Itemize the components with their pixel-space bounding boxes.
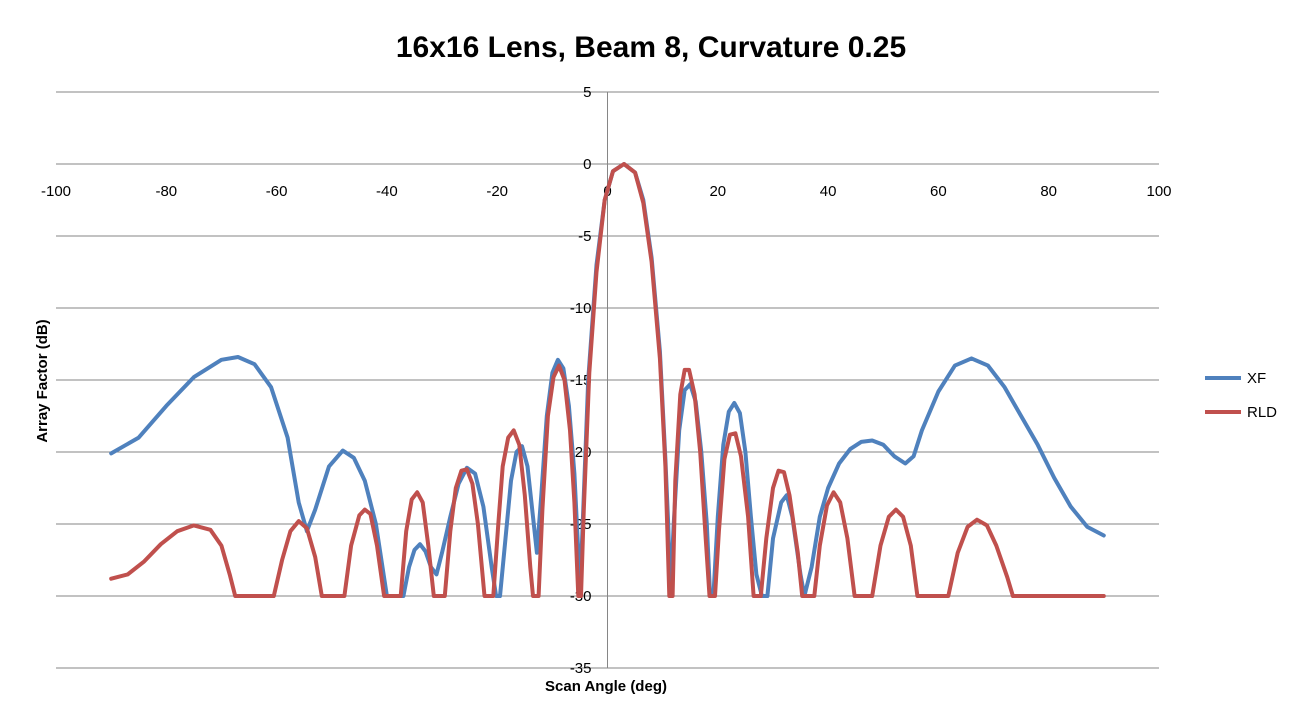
x-tick-label: -40 — [376, 183, 398, 200]
series-lines — [109, 162, 1106, 598]
y-tick-label: 5 — [583, 84, 591, 101]
y-tick-label: -5 — [578, 228, 591, 245]
legend: XF RLD — [1205, 370, 1277, 421]
x-tick-label: 80 — [1040, 183, 1057, 200]
series-line-rld — [109, 162, 1106, 598]
x-tick-label: -60 — [266, 183, 288, 200]
legend-label-xf: XF — [1247, 370, 1266, 387]
x-tick-label: 100 — [1146, 183, 1171, 200]
x-tick-label: 20 — [709, 183, 726, 200]
x-tick-labels: -100 -80 -60 -40 -20 0 20 40 60 80 100 — [41, 183, 1172, 200]
y-tick-label: -10 — [570, 300, 592, 317]
y-axis-label: Array Factor (dB) — [34, 319, 51, 442]
y-tick-label: 0 — [583, 156, 591, 173]
x-tick-label: 60 — [930, 183, 947, 200]
x-tick-label: -100 — [41, 183, 71, 200]
x-tick-label: 40 — [820, 183, 837, 200]
x-tick-label: -80 — [155, 183, 177, 200]
x-axis-label: Scan Angle (deg) — [545, 678, 667, 695]
x-tick-label: -20 — [486, 183, 508, 200]
legend-label-rld: RLD — [1247, 404, 1277, 421]
y-tick-label: -35 — [570, 660, 592, 677]
chart-title: 16x16 Lens, Beam 8, Curvature 0.25 — [396, 31, 906, 64]
